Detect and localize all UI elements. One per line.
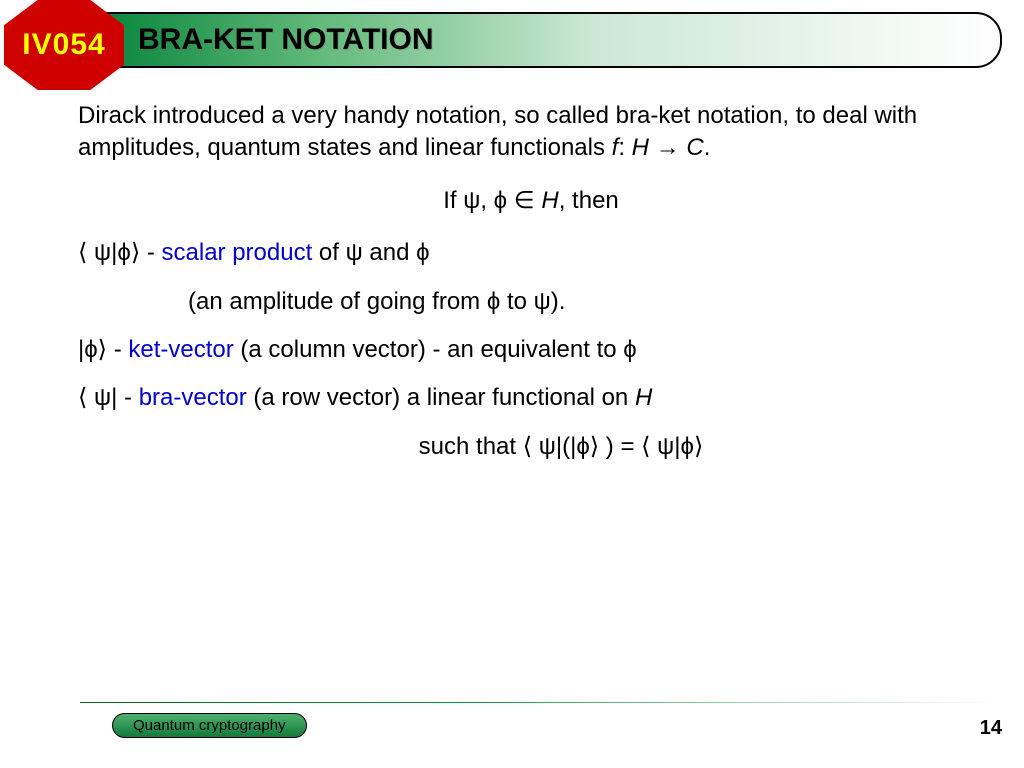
slide-body: Dirack introduced a very handy notation,… (78, 100, 984, 463)
amplitude-line: (an amplitude of going from ϕ to ψ). (188, 286, 984, 318)
if-condition-line: If ψ, ϕ ∈ H, then (78, 185, 984, 217)
footer-topic-pill: Quantum cryptography (112, 713, 307, 738)
bra-vector-term: bra-vector (139, 384, 247, 411)
bra-prefix: ⟨ ψ| - (78, 384, 139, 411)
page-number: 14 (980, 717, 1002, 740)
footer-divider (80, 702, 1002, 704)
slide-header: IV054 BRA-KET NOTATION (0, 0, 1024, 90)
ket-suffix: (a column vector) - an equivalent to ϕ (234, 336, 637, 363)
scalar-product-line: ⟨ ψ|ϕ⟩ - scalar product of ψ and ϕ (78, 237, 984, 269)
scalar-prefix: ⟨ ψ|ϕ⟩ - (78, 239, 162, 266)
intro-paragraph: Dirack introduced a very handy notation,… (78, 100, 984, 165)
ket-vector-term: ket-vector (128, 336, 233, 363)
course-badge-octagon: IV054 (4, 0, 124, 90)
bra-vector-line: ⟨ ψ| - bra-vector (a row vector) a linea… (78, 382, 984, 414)
ket-prefix: |ϕ⟩ - (78, 336, 128, 363)
scalar-suffix: of ψ and ϕ (312, 239, 429, 266)
ket-vector-line: |ϕ⟩ - ket-vector (a column vector) - an … (78, 334, 984, 366)
slide-footer: Quantum cryptography 14 (80, 702, 1002, 739)
slide-title: BRA-KET NOTATION (138, 23, 434, 57)
course-code: IV054 (22, 28, 105, 62)
scalar-product-term: scalar product (162, 239, 313, 266)
such-that-line: such that ⟨ ψ|(|ϕ⟩ ) = ⟨ ψ|ϕ⟩ (138, 431, 984, 463)
title-bar: BRA-KET NOTATION (80, 12, 1002, 68)
